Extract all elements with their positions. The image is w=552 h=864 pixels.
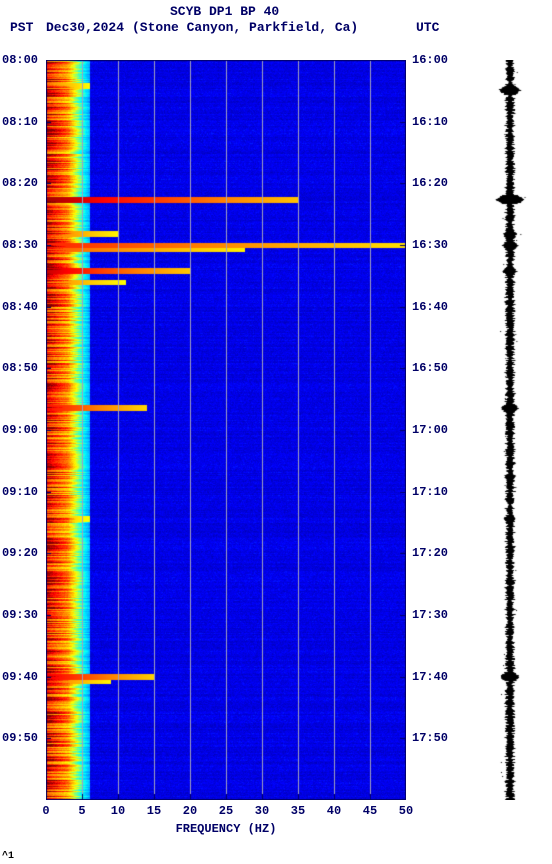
spectrogram-canvas (46, 60, 406, 800)
y-left-tick: 08:40 (2, 300, 38, 314)
y-right-tick: 16:00 (412, 53, 448, 67)
x-tick: 20 (183, 804, 197, 818)
x-tick: 35 (291, 804, 305, 818)
y-left-tick: 08:30 (2, 238, 38, 252)
y-right-tick: 17:40 (412, 670, 448, 684)
y-right-tick: 17:10 (412, 485, 448, 499)
y-right-tick: 16:50 (412, 361, 448, 375)
x-tick: 40 (327, 804, 341, 818)
y-left-tick: 09:30 (2, 608, 38, 622)
station-label: (Stone Canyon, Parkfield, Ca) (132, 20, 358, 35)
waveform-canvas (480, 60, 540, 800)
right-tz-label: UTC (416, 20, 439, 35)
y-left-tick: 09:10 (2, 485, 38, 499)
x-tick: 5 (78, 804, 85, 818)
waveform-plot (480, 60, 540, 800)
y-left-tick: 09:50 (2, 731, 38, 745)
y-left-ticks: 08:0008:1008:2008:3008:4008:5009:0009:10… (2, 60, 46, 800)
y-right-tick: 17:50 (412, 731, 448, 745)
y-right-tick: 16:40 (412, 300, 448, 314)
x-tick: 15 (147, 804, 161, 818)
y-right-tick: 16:20 (412, 176, 448, 190)
left-tz-label: PST (10, 20, 33, 35)
spectrogram-plot (46, 60, 406, 800)
x-tick: 10 (111, 804, 125, 818)
y-right-tick: 17:20 (412, 546, 448, 560)
y-right-tick: 17:00 (412, 423, 448, 437)
y-left-tick: 08:00 (2, 53, 38, 67)
y-right-ticks: 16:0016:1016:2016:3016:4016:5017:0017:10… (412, 60, 456, 800)
y-left-tick: 08:20 (2, 176, 38, 190)
x-tick: 30 (255, 804, 269, 818)
chart-title: SCYB DP1 BP 40 (170, 4, 279, 19)
y-right-tick: 16:30 (412, 238, 448, 252)
y-right-tick: 16:10 (412, 115, 448, 129)
x-tick: 50 (399, 804, 413, 818)
x-axis-label: FREQUENCY (HZ) (46, 822, 406, 836)
x-tick: 0 (42, 804, 49, 818)
x-tick: 45 (363, 804, 377, 818)
date-label: Dec30,2024 (46, 20, 124, 35)
y-left-tick: 09:00 (2, 423, 38, 437)
y-left-tick: 08:10 (2, 115, 38, 129)
y-left-tick: 09:20 (2, 546, 38, 560)
y-left-tick: 09:40 (2, 670, 38, 684)
y-right-tick: 17:30 (412, 608, 448, 622)
x-tick: 25 (219, 804, 233, 818)
corner-mark: ^1 (2, 851, 14, 862)
y-left-tick: 08:50 (2, 361, 38, 375)
